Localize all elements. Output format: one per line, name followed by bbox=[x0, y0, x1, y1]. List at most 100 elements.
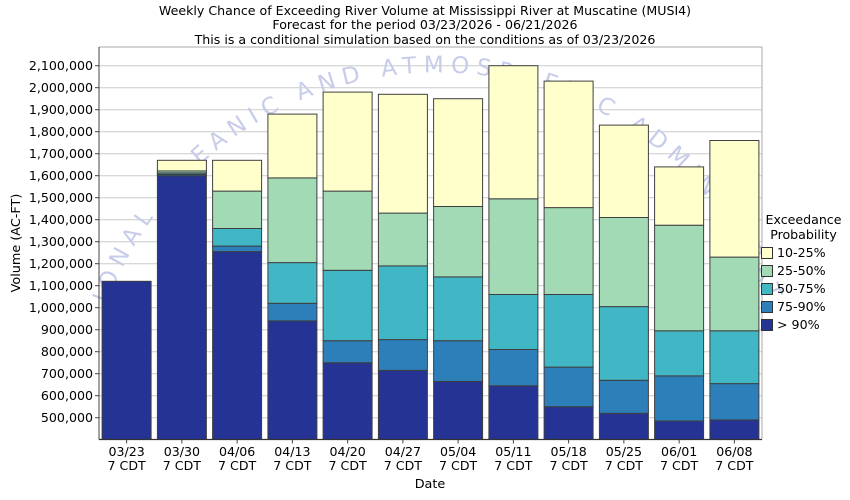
legend-title: Exceedance Probability bbox=[757, 212, 850, 242]
legend-item-label: 10-25% bbox=[777, 245, 826, 260]
x-tick-sublabel: 7 CDT bbox=[494, 458, 533, 473]
bar-segment-50-75%-04/20 bbox=[322, 269, 373, 342]
x-tick-label: 03/23 bbox=[108, 444, 144, 459]
legend: Exceedance Probability 10-25% 25-50% 50-75… bbox=[757, 212, 850, 337]
x-tick-label: 05/25 bbox=[606, 444, 642, 459]
legend-item: 25-50% bbox=[761, 263, 850, 278]
bar-segment-75-90%-05/11 bbox=[488, 349, 539, 387]
bar-segment-> 90%-05/11 bbox=[488, 385, 539, 440]
bar-segment-50-75%-04/06 bbox=[212, 228, 263, 247]
legend-swatch bbox=[761, 246, 773, 259]
x-tick-sublabel: 7 CDT bbox=[329, 458, 368, 473]
x-axis-title: Date bbox=[415, 477, 446, 492]
y-tick-label: 1,700,000 bbox=[29, 146, 93, 161]
bar-segment-> 90%-05/25 bbox=[598, 412, 649, 440]
y-tick-label: 1,000,000 bbox=[29, 300, 93, 315]
bar-segment-50-75%-05/25 bbox=[598, 306, 649, 381]
bar-segment-10-25%-05/25 bbox=[598, 124, 649, 218]
bar-segment-> 90%-04/13 bbox=[267, 320, 318, 440]
legend-item: 10-25% bbox=[761, 245, 850, 260]
bar-segment-25-50%-05/25 bbox=[598, 217, 649, 308]
bar-segment-25-50%-06/01 bbox=[654, 224, 705, 332]
bar-segment-25-50%-05/18 bbox=[543, 207, 594, 296]
x-tick-sublabel: 7 CDT bbox=[660, 458, 699, 473]
x-tick-label: 04/13 bbox=[274, 444, 310, 459]
bar-segment-50-75%-05/04 bbox=[433, 276, 484, 342]
chart-title-line-1: Weekly Chance of Exceeding River Volume … bbox=[158, 3, 692, 18]
bar-segment-10-25%-06/01 bbox=[654, 166, 705, 226]
legend-title-line-1: Exceedance bbox=[765, 212, 842, 227]
bar-segment-10-25%-05/11 bbox=[488, 65, 539, 200]
bar-segment-50-75%-04/27 bbox=[377, 265, 428, 341]
bar-segment-75-90%-04/20 bbox=[322, 340, 373, 364]
bar-segment-> 90%-05/04 bbox=[433, 380, 484, 440]
bar-segment-> 90%-06/01 bbox=[654, 420, 705, 440]
bar-segment-> 90%-04/06 bbox=[212, 251, 263, 440]
bar-segment-75-90%-04/13 bbox=[267, 302, 318, 322]
legend-swatch bbox=[761, 282, 773, 295]
y-tick-label: 1,200,000 bbox=[29, 256, 93, 271]
y-tick-label: 700,000 bbox=[41, 366, 93, 381]
y-tick-label: 500,000 bbox=[41, 410, 93, 425]
x-tick-sublabel: 7 CDT bbox=[273, 458, 312, 473]
y-tick-label: 1,800,000 bbox=[29, 124, 93, 139]
bar-segment-75-90%-04/06 bbox=[212, 245, 263, 253]
y-tick-label: 1,100,000 bbox=[29, 278, 93, 293]
y-tick-label: 2,100,000 bbox=[29, 58, 93, 73]
bar-segment-25-50%-05/04 bbox=[433, 206, 484, 278]
legend-title-line-2: Probability bbox=[770, 226, 837, 242]
legend-swatch bbox=[761, 318, 773, 331]
bar-segment-50-75%-05/11 bbox=[488, 294, 539, 350]
bar-segment-25-50%-04/20 bbox=[322, 190, 373, 271]
bar-segment-25-50%-04/27 bbox=[377, 212, 428, 267]
bar-segment-10-25%-06/08 bbox=[709, 140, 760, 258]
bar-segment-50-75%-06/08 bbox=[709, 330, 760, 385]
legend-item: 50-75% bbox=[761, 281, 850, 296]
chart-title-line-2: Forecast for the period 03/23/2026 - 06/… bbox=[272, 17, 578, 33]
y-tick-label: 1,300,000 bbox=[29, 234, 93, 249]
x-tick-label: 05/04 bbox=[440, 444, 476, 459]
legend-swatch bbox=[761, 300, 773, 313]
y-axis-title: Volume (AC-FT) bbox=[9, 194, 24, 293]
bar-segment-25-50%-04/06 bbox=[212, 190, 263, 230]
x-tick-sublabel: 7 CDT bbox=[439, 458, 478, 473]
x-tick-sublabel: 7 CDT bbox=[163, 458, 202, 473]
bar-segment-> 90%-05/18 bbox=[543, 406, 594, 441]
legend-item: > 90% bbox=[761, 317, 850, 332]
bar-segment-10-25%-04/13 bbox=[267, 113, 318, 179]
y-tick-label: 1,500,000 bbox=[29, 190, 93, 205]
legend-item-label: 50-75% bbox=[777, 281, 826, 296]
bar-segment-10-25%-04/20 bbox=[322, 91, 373, 192]
x-tick-label: 05/18 bbox=[550, 444, 586, 459]
bar-segment-10-25%-04/27 bbox=[377, 93, 428, 214]
bar-segment-50-75%-04/13 bbox=[267, 262, 318, 304]
x-tick-sublabel: 7 CDT bbox=[218, 458, 257, 473]
x-tick-label: 03/30 bbox=[164, 444, 200, 459]
x-tick-label: 04/20 bbox=[329, 444, 365, 459]
bar-segment-50-75%-05/18 bbox=[543, 294, 594, 368]
chart-title-line-3: This is a conditional simulation based o… bbox=[194, 31, 656, 47]
bar-segment-25-50%-05/11 bbox=[488, 198, 539, 295]
bar-segment-> 90%-06/08 bbox=[709, 419, 760, 440]
bar-segment-10-25%-03/30 bbox=[156, 159, 207, 172]
y-tick-label: 800,000 bbox=[41, 344, 93, 359]
x-tick-sublabel: 7 CDT bbox=[108, 458, 147, 473]
x-tick-label: 05/11 bbox=[495, 444, 531, 459]
x-tick-sublabel: 7 CDT bbox=[550, 458, 589, 473]
bar-segment-75-90%-06/08 bbox=[709, 383, 760, 421]
x-tick-label: 06/08 bbox=[716, 444, 752, 459]
bar-segment-10-25%-05/04 bbox=[433, 98, 484, 207]
x-tick-label: 06/01 bbox=[661, 444, 697, 459]
legend-item-label: 75-90% bbox=[777, 299, 826, 314]
legend-item-label: > 90% bbox=[777, 317, 820, 332]
y-tick-label: 2,000,000 bbox=[29, 80, 93, 95]
legend-item-label: 25-50% bbox=[777, 263, 826, 278]
legend-items: 10-25% 25-50% 50-75% 75-90% > 90% bbox=[757, 245, 850, 332]
bar-segment-25-50%-06/08 bbox=[709, 256, 760, 332]
bar-segment-50-75%-06/01 bbox=[654, 330, 705, 377]
bar-segment-75-90%-06/01 bbox=[654, 375, 705, 422]
bar-segment-25-50%-04/13 bbox=[267, 177, 318, 264]
legend-item: 75-90% bbox=[761, 299, 850, 314]
